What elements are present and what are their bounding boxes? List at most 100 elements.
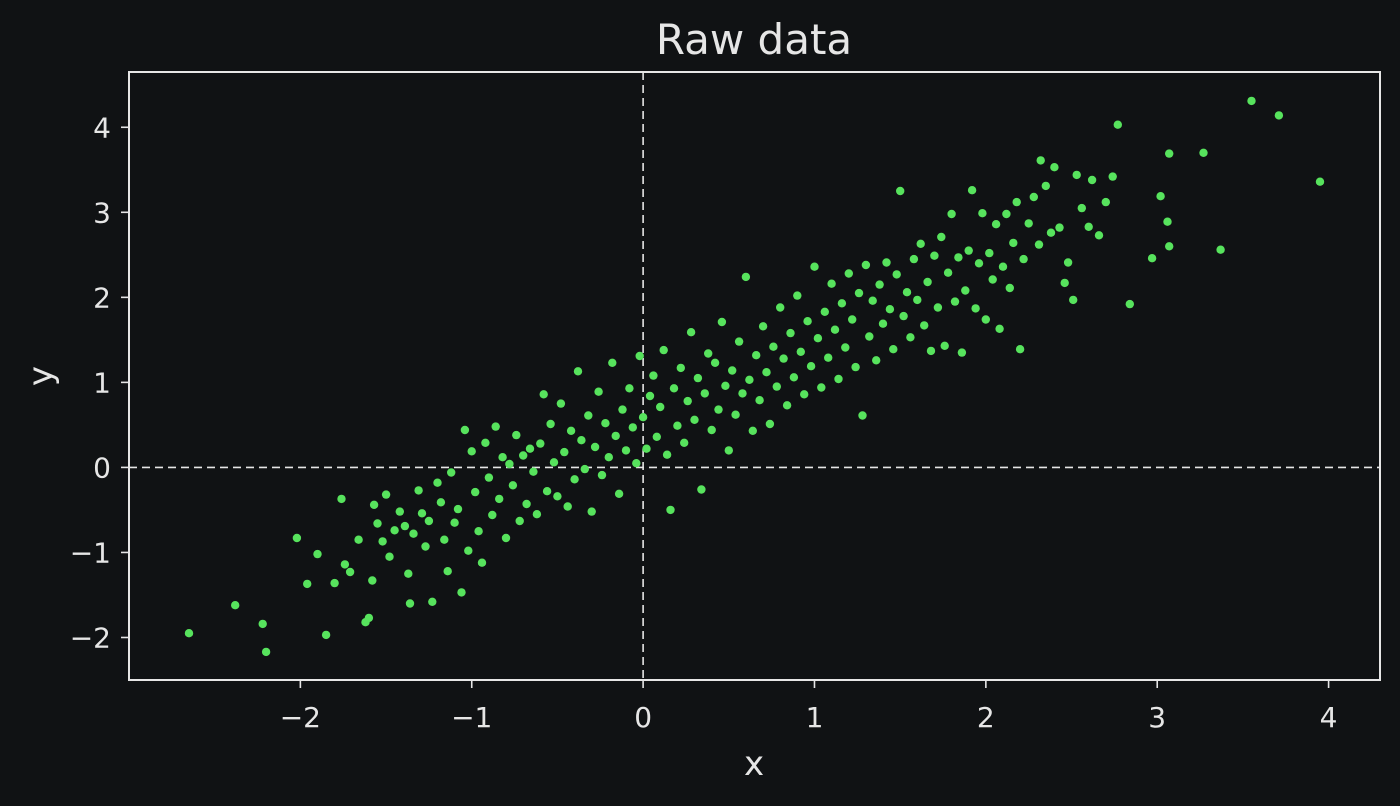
data-point bbox=[501, 533, 511, 543]
data-point bbox=[400, 521, 410, 531]
data-point bbox=[1012, 197, 1021, 207]
data-point bbox=[707, 425, 716, 435]
data-point bbox=[930, 251, 939, 260]
data-point bbox=[806, 362, 816, 371]
x-tick-label: −2 bbox=[280, 701, 321, 734]
data-point bbox=[851, 362, 860, 372]
data-point bbox=[652, 432, 661, 441]
data-point bbox=[1009, 238, 1018, 248]
y-axis-ticks: −2 −1 0 1 2 3 4 bbox=[70, 111, 129, 654]
data-point bbox=[440, 535, 449, 544]
data-point bbox=[577, 436, 586, 445]
data-point bbox=[417, 509, 427, 518]
y-tick-label: 4 bbox=[93, 111, 111, 144]
data-point bbox=[1199, 148, 1208, 157]
data-point bbox=[995, 324, 1004, 333]
x-tick-label: 1 bbox=[806, 701, 824, 734]
data-point bbox=[717, 317, 727, 327]
data-point bbox=[841, 343, 850, 352]
data-point bbox=[474, 527, 483, 536]
data-point bbox=[782, 401, 792, 410]
y-tick-label: 1 bbox=[93, 366, 111, 399]
y-tick-label: 2 bbox=[93, 281, 111, 314]
y-axis-label: y bbox=[21, 366, 61, 386]
x-tick-label: 4 bbox=[1320, 701, 1338, 734]
data-point bbox=[587, 507, 596, 516]
data-point bbox=[872, 356, 881, 365]
data-point bbox=[635, 351, 644, 361]
data-point bbox=[1046, 228, 1056, 237]
data-point bbox=[1002, 209, 1011, 219]
data-point bbox=[481, 438, 490, 447]
data-point bbox=[731, 410, 740, 419]
data-point bbox=[985, 248, 994, 258]
data-point bbox=[477, 558, 487, 567]
data-point bbox=[536, 439, 545, 448]
data-point bbox=[1165, 149, 1174, 158]
data-point bbox=[1216, 245, 1225, 254]
data-point bbox=[584, 411, 593, 420]
data-point bbox=[390, 526, 399, 535]
data-point bbox=[704, 349, 713, 358]
data-point bbox=[981, 315, 990, 324]
data-point bbox=[662, 450, 672, 459]
data-point bbox=[834, 374, 843, 384]
data-point bbox=[789, 373, 799, 382]
data-point bbox=[428, 597, 437, 606]
data-point bbox=[421, 542, 430, 551]
data-point bbox=[381, 490, 391, 499]
data-point bbox=[947, 209, 956, 219]
data-point bbox=[878, 319, 888, 328]
data-point bbox=[618, 405, 627, 414]
chart-title: Raw data bbox=[656, 15, 852, 64]
data-point bbox=[436, 498, 446, 507]
data-point bbox=[710, 358, 720, 367]
data-point bbox=[525, 444, 535, 453]
data-point bbox=[1084, 222, 1093, 231]
data-point bbox=[978, 209, 987, 218]
x-tick-label: 3 bbox=[1148, 701, 1166, 734]
data-point bbox=[854, 288, 864, 298]
data-point bbox=[916, 239, 925, 248]
data-point bbox=[433, 478, 442, 487]
data-point bbox=[868, 296, 877, 305]
data-point bbox=[861, 260, 871, 270]
data-point bbox=[820, 307, 829, 316]
data-point bbox=[597, 470, 607, 480]
data-point bbox=[1147, 254, 1157, 263]
data-point bbox=[680, 438, 689, 447]
data-point bbox=[772, 382, 781, 391]
data-point bbox=[913, 295, 922, 305]
data-point bbox=[673, 421, 682, 430]
data-point bbox=[892, 270, 901, 279]
data-point bbox=[508, 481, 518, 490]
x-tick-label: −1 bbox=[451, 701, 492, 734]
data-point bbox=[1101, 197, 1111, 207]
data-point bbox=[1036, 156, 1045, 165]
data-point bbox=[621, 446, 631, 455]
reference-lines bbox=[129, 72, 1380, 680]
data-point bbox=[909, 254, 919, 264]
data-point bbox=[601, 419, 610, 428]
data-point bbox=[796, 347, 805, 356]
data-point bbox=[453, 504, 463, 514]
data-point bbox=[669, 384, 679, 393]
data-point bbox=[604, 453, 613, 462]
data-point bbox=[1165, 242, 1174, 251]
data-point bbox=[519, 451, 528, 460]
data-point bbox=[1063, 258, 1073, 267]
x-axis-ticks: −2 −1 0 1 2 3 4 bbox=[280, 680, 1338, 734]
data-point bbox=[450, 518, 459, 527]
data-point bbox=[539, 390, 548, 399]
data-point bbox=[1072, 170, 1081, 180]
data-point bbox=[926, 346, 936, 356]
data-point bbox=[1055, 223, 1064, 232]
data-point bbox=[971, 304, 980, 313]
data-point bbox=[961, 286, 970, 295]
data-point bbox=[515, 516, 524, 526]
data-point bbox=[330, 578, 339, 588]
data-point bbox=[690, 415, 699, 424]
y-tick-label: −2 bbox=[70, 621, 111, 654]
data-point bbox=[570, 475, 579, 484]
data-point bbox=[261, 647, 271, 657]
